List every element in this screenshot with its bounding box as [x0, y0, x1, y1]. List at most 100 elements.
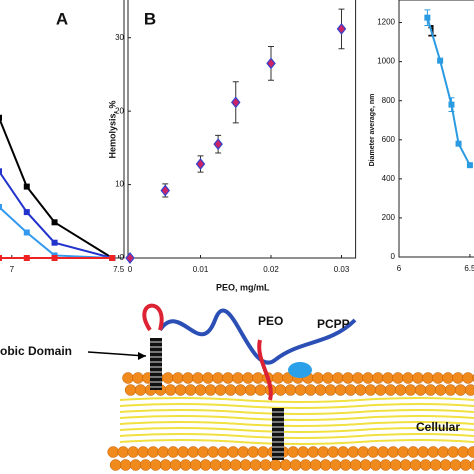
- lipid-head: [204, 384, 217, 396]
- lipid-head: [117, 446, 129, 458]
- data-point: [51, 219, 58, 226]
- lipid-tail: [119, 403, 474, 409]
- lipid-tail: [119, 439, 474, 445]
- lipid-head: [242, 372, 254, 384]
- lipid-head: [209, 459, 222, 471]
- lipid-head: [392, 372, 404, 384]
- lipid-head: [174, 384, 187, 396]
- lipid-head: [272, 372, 284, 384]
- lipid-head: [339, 459, 352, 471]
- lipid-head: [172, 372, 184, 384]
- lipid-head: [239, 459, 252, 471]
- lipid-head: [409, 459, 422, 471]
- lipid-head: [322, 372, 334, 384]
- x-tick-label: 0: [128, 265, 133, 274]
- data-point: [0, 168, 2, 175]
- lipid-head: [214, 384, 227, 396]
- arrow-head: [138, 352, 146, 360]
- lipid-head: [367, 446, 379, 458]
- lipid-head: [294, 384, 307, 396]
- y-tick-label: 0: [391, 252, 396, 261]
- peo-chain: [142, 303, 164, 332]
- lipid-tail: [119, 421, 474, 427]
- lipid-tail: [119, 415, 474, 421]
- lipid-head: [447, 446, 459, 458]
- data-line: [0, 170, 113, 259]
- y-tick-label: 800: [382, 96, 396, 105]
- lipid-head: [374, 384, 387, 396]
- lipid-head: [222, 372, 234, 384]
- panel-label: A: [56, 9, 68, 28]
- data-point: [23, 255, 30, 261]
- lipid-head: [109, 459, 122, 471]
- data-line: [0, 117, 113, 259]
- data-point: [466, 162, 473, 169]
- axis-frame: [127, 0, 357, 259]
- data-point: [0, 204, 2, 210]
- lipid-head: [254, 384, 267, 396]
- lipid-head: [304, 384, 317, 396]
- lipid-head: [219, 459, 232, 471]
- lipid-head: [434, 384, 447, 396]
- lipid-head: [462, 372, 474, 384]
- lipid-head: [234, 384, 247, 396]
- lipid-head: [442, 372, 454, 384]
- lipid-head: [229, 459, 242, 471]
- lipid-tail: [119, 433, 474, 439]
- lipid-head: [257, 446, 269, 458]
- y-tick-label: 400: [382, 174, 396, 183]
- lipid-tail: [119, 397, 474, 403]
- lipid-head: [349, 459, 362, 471]
- lipid-head: [274, 384, 287, 396]
- lipid-head: [329, 459, 342, 471]
- lipid-head: [167, 446, 179, 458]
- lipid-head: [284, 384, 297, 396]
- lipid-head: [184, 384, 197, 396]
- lipid-head: [399, 459, 412, 471]
- data-point: [424, 14, 431, 21]
- lipid-head: [244, 384, 257, 396]
- lipid-head: [124, 384, 137, 396]
- lipid-head: [394, 384, 407, 396]
- lipid-head: [202, 372, 214, 384]
- arrow: [87, 351, 147, 357]
- lipid-head: [419, 459, 432, 471]
- lipid-head: [119, 459, 132, 471]
- lipid-head: [287, 446, 299, 458]
- lipid-head: [127, 446, 139, 458]
- panel-label: B: [144, 9, 156, 28]
- x-tick-label: 6.5: [464, 264, 474, 273]
- data-line: [0, 206, 113, 259]
- lipid-head: [389, 459, 402, 471]
- lipid-head: [187, 446, 199, 458]
- lipid-head: [199, 459, 212, 471]
- lipid-head: [417, 446, 429, 458]
- lipid-head: [269, 459, 282, 471]
- lipid-head: [414, 384, 427, 396]
- lipid-head: [439, 459, 452, 471]
- lipid-head: [344, 384, 357, 396]
- y-tick-label: 20: [115, 106, 124, 115]
- lipid-head: [309, 459, 322, 471]
- x-tick-label: 0.02: [263, 265, 279, 274]
- lipid-head: [182, 372, 194, 384]
- x-tick-label: 7: [10, 265, 15, 274]
- lipid-head: [169, 459, 182, 471]
- lipid-head: [342, 372, 354, 384]
- lipid-head: [467, 446, 474, 458]
- lipid-head: [307, 446, 319, 458]
- data-point: [51, 255, 58, 261]
- lipid-tail: [119, 409, 474, 415]
- data-point: [51, 239, 58, 246]
- data-point: [0, 255, 2, 261]
- lipid-head: [359, 459, 372, 471]
- lipid-head: [449, 459, 462, 471]
- x-tick-label: 0.03: [334, 265, 350, 274]
- cellular-label: Cellular: [416, 420, 460, 434]
- data-point: [195, 158, 206, 170]
- x-axis-title: PEO, mg/mL: [216, 282, 270, 292]
- lipid-head: [412, 372, 424, 384]
- lipid-head: [149, 459, 162, 471]
- lipid-head: [192, 372, 204, 384]
- lipid-head: [227, 446, 239, 458]
